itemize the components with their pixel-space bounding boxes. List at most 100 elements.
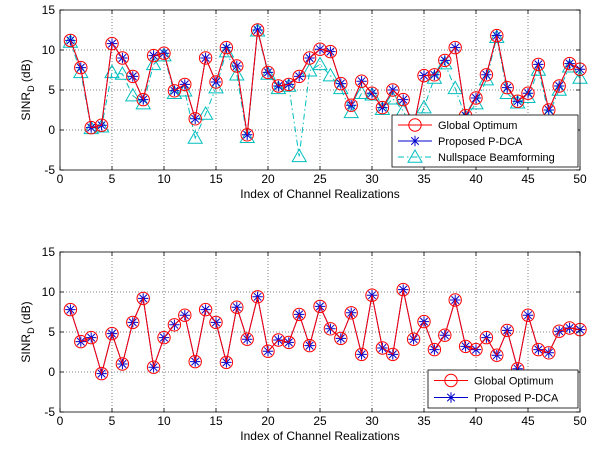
x-tick-label: 45 [521, 172, 535, 186]
data-point [488, 29, 505, 43]
data-point [271, 333, 286, 347]
data-point [228, 66, 245, 81]
data-point [145, 56, 162, 71]
data-point [354, 347, 369, 362]
data-point [438, 328, 452, 342]
data-point [178, 308, 192, 322]
data-point [178, 77, 192, 92]
data-point [469, 91, 483, 105]
data-point [114, 65, 131, 80]
data-point [239, 129, 256, 143]
series-line [69, 29, 581, 135]
data-point [500, 80, 514, 95]
data-point [344, 306, 358, 320]
data-point [271, 79, 286, 93]
axes-frame [59, 251, 581, 413]
data-point [364, 86, 380, 101]
y-axis-label: SINRD (dB) [19, 59, 36, 120]
data-point [166, 85, 183, 99]
data-point [126, 315, 140, 330]
x-tick-label: 45 [521, 414, 535, 428]
y-tick-label: 15 [42, 245, 56, 259]
data-point [260, 65, 276, 80]
y-axis-label-subscript: D [26, 327, 36, 334]
data-point [365, 86, 379, 100]
data-point [291, 148, 308, 163]
x-tick-label: 0 [57, 414, 64, 428]
legend-box [427, 369, 579, 409]
data-point [63, 302, 78, 317]
data-point [479, 330, 494, 345]
legend: Global Optimum Proposed P-DCA Nullspace Be… [391, 114, 579, 168]
data-point [115, 51, 130, 65]
y-tick-label: -5 [44, 163, 55, 177]
x-tick-label: 25 [313, 172, 327, 186]
legend-label: Global Optimum [474, 376, 553, 388]
data-point [188, 354, 202, 369]
data-point [334, 331, 348, 346]
data-point [562, 56, 577, 71]
data-point [115, 357, 130, 371]
x-tick-label: 35 [417, 172, 431, 186]
legend-label: Nullspace Beamforming [438, 152, 555, 164]
y-tick-label: -5 [44, 405, 55, 419]
data-point [65, 35, 76, 46]
axes-frame [59, 9, 581, 171]
data-point [322, 67, 339, 82]
data-point [240, 332, 254, 346]
data-point [386, 347, 400, 362]
data-point [74, 60, 88, 75]
legend-marker [407, 148, 423, 163]
data-point [167, 318, 182, 332]
data-point [384, 90, 401, 105]
data-point [490, 28, 504, 43]
data-point [552, 324, 566, 338]
data-point [198, 51, 213, 65]
y-tick-label: 10 [42, 285, 56, 299]
data-point [386, 83, 400, 97]
data-point [531, 57, 546, 72]
data-point [146, 48, 161, 63]
legend-marker [408, 118, 422, 132]
series-line [69, 289, 581, 376]
x-tick-label: 10 [157, 172, 171, 186]
data-point [510, 94, 525, 108]
y-tick-label: 0 [48, 365, 55, 379]
y-tick-label: 0 [48, 123, 55, 137]
data-point [417, 68, 431, 83]
data-point [521, 86, 535, 100]
data-point [65, 304, 76, 315]
data-point [344, 98, 358, 112]
data-point [353, 85, 370, 99]
x-tick-label: 30 [365, 414, 379, 428]
data-point [146, 360, 161, 374]
legend-marker [444, 373, 458, 388]
data-point [219, 40, 234, 55]
x-tick-label: 10 [157, 414, 171, 428]
data-point [94, 366, 109, 381]
data-point [438, 53, 452, 68]
data-point [490, 348, 504, 362]
data-point [375, 100, 390, 115]
x-tick-label: 40 [469, 172, 483, 186]
x-tick-label: 50 [573, 414, 587, 428]
x-axis-label: Index of Channel Realizations [240, 429, 399, 443]
data-point [552, 79, 566, 93]
data-point [157, 330, 171, 345]
x-tick-label: 20 [261, 172, 275, 186]
data-point [406, 332, 421, 346]
data-point [323, 44, 338, 59]
data-point [136, 92, 150, 107]
series-circle [63, 23, 587, 142]
data-point [292, 69, 306, 84]
legend-marker [409, 135, 421, 147]
y-tick-label: 5 [48, 325, 55, 339]
data-point [417, 314, 431, 329]
data-point [448, 293, 462, 307]
data-point [323, 322, 338, 336]
y-axis-label-unit: (dB) [19, 301, 33, 327]
data-point [63, 33, 78, 48]
data-point [84, 330, 98, 345]
